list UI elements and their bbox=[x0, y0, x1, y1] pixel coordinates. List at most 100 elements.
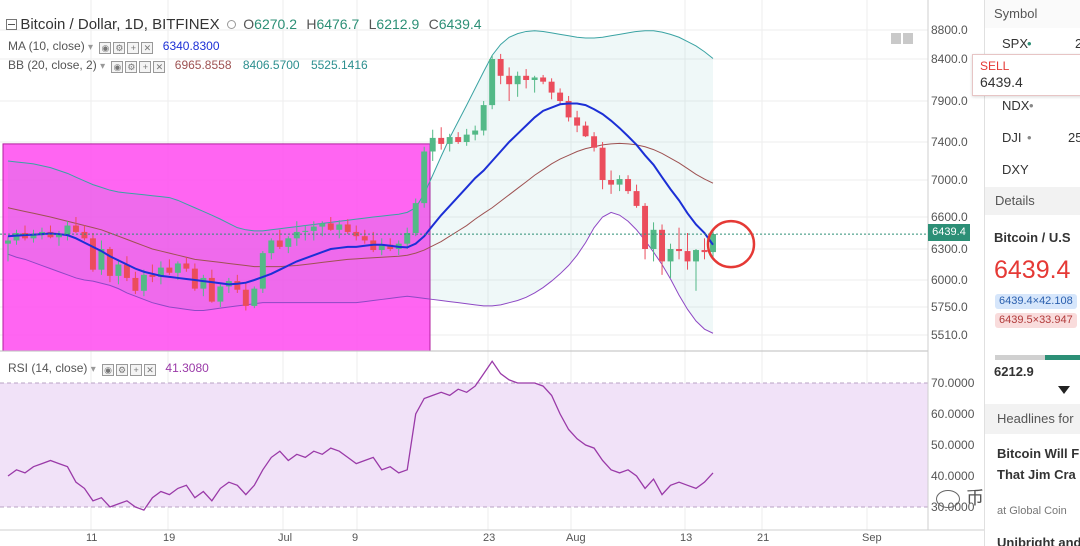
candle-body bbox=[310, 226, 317, 231]
headline-source: at Global Coin bbox=[997, 505, 1067, 517]
candle-body bbox=[557, 92, 564, 101]
bb-lower-value: 5525.1416 bbox=[310, 58, 368, 72]
candle-body bbox=[684, 251, 691, 262]
candle-body bbox=[472, 130, 479, 135]
candle-body bbox=[582, 125, 589, 137]
plus-icon[interactable]: + bbox=[130, 363, 143, 376]
ma-legend[interactable]: MA (10, close) ▾ ◉ ⚙ + ✕ 6340.8300 bbox=[8, 39, 220, 54]
candle-body bbox=[599, 147, 606, 180]
minus-square-icon[interactable] bbox=[6, 19, 17, 30]
candle-body bbox=[667, 249, 674, 262]
candle-body bbox=[642, 205, 649, 249]
close-icon[interactable]: ✕ bbox=[153, 60, 166, 73]
time-tick-label: 21 bbox=[757, 532, 770, 544]
price-tick-label: 6600.0 bbox=[931, 210, 968, 224]
close-icon[interactable]: ✕ bbox=[141, 41, 154, 54]
candle-body bbox=[336, 224, 343, 230]
rsi-label: RSI (14, close) bbox=[8, 361, 88, 375]
candle-body bbox=[242, 289, 249, 306]
details-price: 6439.4 bbox=[994, 256, 1071, 284]
highlight-circle[interactable] bbox=[706, 219, 756, 269]
candle-body bbox=[540, 77, 547, 82]
candle-body bbox=[506, 75, 513, 85]
time-tick-label: 9 bbox=[352, 532, 359, 544]
candle-body bbox=[64, 225, 71, 235]
candle-body bbox=[701, 250, 708, 253]
candle-body bbox=[319, 223, 326, 227]
sell-label: SELL bbox=[980, 59, 1010, 73]
sell-tooltip[interactable]: SELL 6439.4 bbox=[972, 54, 1080, 96]
candle-body bbox=[166, 267, 173, 273]
candle-body bbox=[13, 233, 20, 241]
moving-average-line bbox=[7, 102, 714, 286]
candle-body bbox=[693, 250, 699, 262]
candle-body bbox=[489, 59, 496, 106]
candle-body bbox=[327, 223, 334, 230]
bb-upper-line bbox=[7, 30, 714, 232]
ma-controls: ◉ ⚙ + ✕ bbox=[99, 40, 155, 54]
chevron-down-icon[interactable]: ▾ bbox=[88, 42, 94, 53]
rsi-tick-label: 40.0000 bbox=[931, 469, 975, 483]
chevron-down-icon[interactable]: ▾ bbox=[100, 61, 106, 72]
candle-body bbox=[47, 231, 54, 238]
time-tick-label: 23 bbox=[483, 532, 496, 544]
caret-down-icon bbox=[1058, 386, 1070, 394]
status-dot: • bbox=[1027, 36, 1032, 51]
bb-legend[interactable]: BB (20, close, 2) ▾ ◉ ⚙ + ✕ 6965.8558 8406.… bbox=[8, 58, 368, 73]
pane-up-icon[interactable] bbox=[891, 33, 901, 44]
rsi-line bbox=[7, 360, 714, 511]
rsi-tick-label: 70.0000 bbox=[931, 376, 975, 390]
candle-body bbox=[132, 277, 139, 291]
candle-body bbox=[344, 224, 351, 232]
candle-body bbox=[412, 203, 419, 233]
candle-body bbox=[480, 105, 487, 131]
chevron-down-icon[interactable]: ▾ bbox=[90, 364, 96, 375]
watchlist-symbol: NDX bbox=[1002, 98, 1030, 113]
candle-body bbox=[234, 281, 241, 290]
pane-buttons bbox=[891, 33, 913, 47]
candle-body bbox=[208, 277, 215, 302]
bb-upper-value: 8406.5700 bbox=[242, 58, 300, 72]
gear-icon[interactable]: ⚙ bbox=[125, 60, 138, 73]
time-tick-label: 19 bbox=[163, 532, 176, 544]
headline-line[interactable]: That Jim Cra bbox=[997, 467, 1076, 482]
symbol-legend: Bitcoin / Dollar, 1D, BITFINEX O6270.2 H… bbox=[6, 16, 482, 33]
time-tick-label: Jul bbox=[278, 532, 293, 544]
price-tick-label: 8800.0 bbox=[931, 23, 968, 37]
bid-badge: 6439.4×42.108 bbox=[995, 294, 1077, 309]
plus-icon[interactable]: + bbox=[139, 60, 152, 73]
headline-line[interactable]: Bitcoin Will F bbox=[997, 446, 1080, 461]
rsi-tick-label: 60.0000 bbox=[931, 407, 975, 421]
candle-body bbox=[574, 117, 581, 126]
eye-icon[interactable]: ◉ bbox=[99, 41, 112, 54]
headline-line[interactable]: Unibright and bbox=[997, 535, 1080, 546]
day-range-bar bbox=[985, 348, 1080, 366]
candle-body bbox=[455, 137, 462, 142]
pane-maximize-icon[interactable] bbox=[903, 33, 913, 44]
gear-icon[interactable]: ⚙ bbox=[113, 41, 126, 54]
rsi-tick-label: 50.0000 bbox=[931, 438, 975, 452]
candle-body bbox=[157, 267, 164, 277]
range-bar-green bbox=[1045, 355, 1080, 360]
day-low: 6212.9 bbox=[994, 364, 1034, 379]
ask-badge: 6439.5×33.947 bbox=[995, 313, 1077, 328]
candle-body bbox=[81, 231, 88, 239]
rsi-legend[interactable]: RSI (14, close) ▾ ◉ ⚙ + ✕ 41.3080 bbox=[8, 361, 209, 376]
close-icon[interactable]: ✕ bbox=[144, 363, 157, 376]
plus-icon[interactable]: + bbox=[127, 41, 140, 54]
eye-icon[interactable]: ◉ bbox=[102, 363, 115, 376]
candle-body bbox=[421, 151, 428, 204]
candle-body bbox=[268, 240, 275, 254]
headlines-header[interactable]: Headlines for bbox=[985, 404, 1080, 434]
bb-lower-line bbox=[7, 211, 714, 334]
symbol-title: Bitcoin / Dollar, 1D, BITFINEX bbox=[20, 16, 220, 33]
details-header[interactable]: Details bbox=[985, 187, 1080, 215]
candle-body bbox=[497, 59, 504, 76]
menu-circle-icon[interactable] bbox=[226, 20, 236, 29]
price-tick-label: 8400.0 bbox=[931, 52, 968, 66]
ohlc-open: 6270.2 bbox=[254, 16, 297, 32]
gear-icon[interactable]: ⚙ bbox=[116, 363, 129, 376]
candle-body bbox=[616, 179, 623, 185]
eye-icon[interactable]: ◉ bbox=[111, 60, 124, 73]
